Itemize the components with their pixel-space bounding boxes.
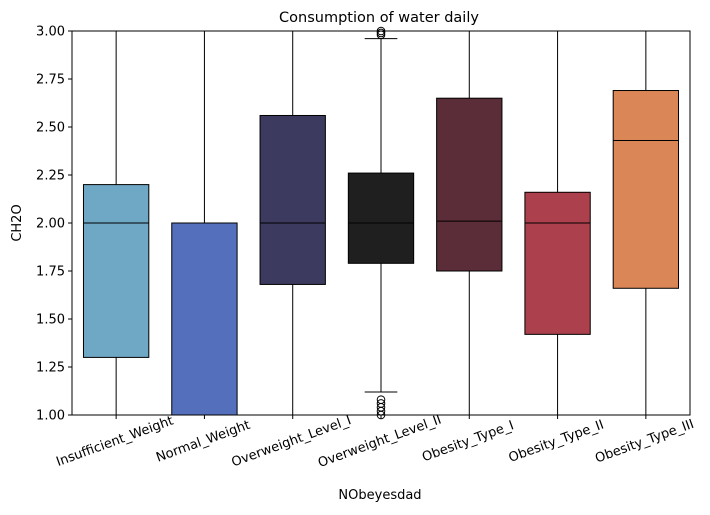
y-tick-label: 1.50 bbox=[36, 313, 65, 328]
box-body bbox=[436, 97, 503, 272]
box-obesity-type-iii bbox=[612, 30, 680, 416]
box-obesity-type-i bbox=[436, 30, 503, 416]
y-tick-label: 2.75 bbox=[36, 73, 65, 88]
x-tick-label: Obesity_Type_II bbox=[507, 418, 606, 466]
y-tick-label: 2.25 bbox=[36, 169, 65, 184]
x-axis: Insufficient_WeightNormal_WeightOverweig… bbox=[54, 412, 696, 471]
y-axis-label: CH2O bbox=[10, 204, 25, 241]
x-axis-label: NObeyesdad bbox=[338, 488, 421, 503]
box-overweight-level-ii bbox=[347, 26, 415, 420]
box-insufficient-weight bbox=[82, 30, 150, 416]
box-overweight-level-i bbox=[259, 30, 326, 416]
box-body bbox=[171, 222, 238, 416]
box-obesity-type-ii bbox=[524, 30, 591, 416]
box-normal-weight bbox=[171, 30, 238, 416]
outlier-point bbox=[376, 399, 386, 408]
y-tick-label: 1.75 bbox=[36, 265, 65, 280]
y-tick-label: 2.00 bbox=[36, 217, 65, 232]
y-axis: 1.00 1.25 1.50 1.75 2.00 2.25 2.50 2.75 3.00 bbox=[36, 25, 72, 424]
box-body bbox=[82, 184, 150, 358]
boxes-layer bbox=[82, 26, 680, 420]
box-body bbox=[612, 90, 680, 289]
y-tick-label: 2.50 bbox=[36, 121, 65, 136]
chart-title: Consumption of water daily bbox=[279, 10, 479, 26]
y-tick-label: 1.25 bbox=[36, 361, 65, 376]
outlier-point bbox=[376, 395, 386, 404]
box-body bbox=[524, 191, 591, 335]
outlier-point bbox=[376, 28, 386, 38]
x-tick-label: Obesity_Type_III bbox=[593, 417, 696, 467]
y-tick-label: 1.00 bbox=[36, 409, 65, 424]
box-body bbox=[347, 172, 415, 264]
box-body bbox=[259, 114, 326, 285]
y-tick-label: 3.00 bbox=[36, 25, 65, 40]
